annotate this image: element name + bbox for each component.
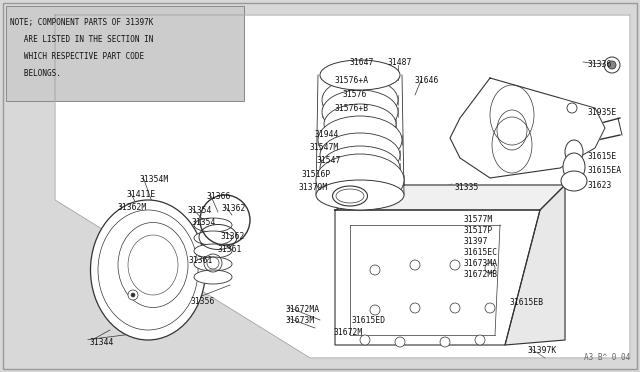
Circle shape bbox=[131, 293, 135, 297]
Text: 31366: 31366 bbox=[207, 192, 232, 201]
Text: 31487: 31487 bbox=[388, 58, 412, 67]
Text: 31354M: 31354M bbox=[140, 175, 169, 184]
FancyBboxPatch shape bbox=[6, 6, 244, 101]
Circle shape bbox=[370, 265, 380, 275]
Text: 31576: 31576 bbox=[343, 90, 367, 99]
Text: 31944: 31944 bbox=[315, 130, 339, 139]
Circle shape bbox=[450, 260, 460, 270]
Circle shape bbox=[440, 337, 450, 347]
Text: 31577M: 31577M bbox=[464, 215, 493, 224]
Text: 31344: 31344 bbox=[90, 338, 115, 347]
Text: 31615EB: 31615EB bbox=[510, 298, 544, 307]
Ellipse shape bbox=[320, 146, 400, 190]
Circle shape bbox=[450, 303, 460, 313]
Ellipse shape bbox=[318, 116, 402, 164]
Circle shape bbox=[360, 335, 370, 345]
Text: 31335: 31335 bbox=[455, 183, 479, 192]
Circle shape bbox=[370, 305, 380, 315]
Ellipse shape bbox=[194, 244, 232, 258]
Text: 31547: 31547 bbox=[317, 156, 341, 165]
Text: 31673MA: 31673MA bbox=[464, 259, 498, 268]
Text: A3 B^ 0 04: A3 B^ 0 04 bbox=[584, 353, 630, 362]
Ellipse shape bbox=[194, 257, 232, 271]
Text: 31517P: 31517P bbox=[464, 226, 493, 235]
Text: 31935E: 31935E bbox=[588, 108, 617, 117]
Circle shape bbox=[410, 303, 420, 313]
Text: 31672M: 31672M bbox=[334, 328, 364, 337]
Ellipse shape bbox=[320, 60, 400, 90]
Text: 31361: 31361 bbox=[218, 245, 243, 254]
Text: 31576+A: 31576+A bbox=[335, 76, 369, 85]
Text: 31672MA: 31672MA bbox=[286, 305, 320, 314]
Text: 31576+B: 31576+B bbox=[335, 104, 369, 113]
Polygon shape bbox=[335, 210, 540, 345]
Text: 31362: 31362 bbox=[221, 232, 245, 241]
Circle shape bbox=[395, 337, 405, 347]
Ellipse shape bbox=[561, 171, 587, 191]
Text: NOTE; COMPONENT PARTS OF 31397K: NOTE; COMPONENT PARTS OF 31397K bbox=[10, 18, 154, 27]
Ellipse shape bbox=[565, 140, 583, 164]
Text: 31361: 31361 bbox=[189, 256, 213, 265]
Text: 31362: 31362 bbox=[222, 204, 246, 213]
Text: BELONGS.: BELONGS. bbox=[10, 69, 61, 78]
Ellipse shape bbox=[194, 231, 232, 245]
Polygon shape bbox=[335, 185, 565, 210]
Text: 31672MB: 31672MB bbox=[464, 270, 498, 279]
Ellipse shape bbox=[194, 270, 232, 284]
Text: 31379M: 31379M bbox=[299, 183, 328, 192]
Circle shape bbox=[485, 263, 495, 273]
Polygon shape bbox=[505, 185, 565, 345]
Ellipse shape bbox=[316, 154, 404, 206]
Text: 31647: 31647 bbox=[350, 58, 374, 67]
Circle shape bbox=[475, 335, 485, 345]
Ellipse shape bbox=[322, 90, 398, 134]
Ellipse shape bbox=[563, 153, 585, 181]
Circle shape bbox=[567, 103, 577, 113]
Text: 31547M: 31547M bbox=[310, 143, 339, 152]
Ellipse shape bbox=[316, 180, 404, 210]
Ellipse shape bbox=[98, 210, 198, 330]
Polygon shape bbox=[450, 78, 580, 178]
Text: 31397: 31397 bbox=[464, 237, 488, 246]
Circle shape bbox=[604, 57, 620, 73]
Ellipse shape bbox=[320, 133, 400, 177]
Circle shape bbox=[485, 303, 495, 313]
Text: 31615E: 31615E bbox=[588, 152, 617, 161]
Text: 31336: 31336 bbox=[588, 60, 612, 69]
Text: 31615EC: 31615EC bbox=[464, 248, 498, 257]
Text: 31356: 31356 bbox=[191, 297, 216, 306]
Text: 31615ED: 31615ED bbox=[352, 316, 386, 325]
Text: ARE LISTED IN THE SECTION IN: ARE LISTED IN THE SECTION IN bbox=[10, 35, 154, 44]
Text: 31354: 31354 bbox=[192, 218, 216, 227]
Text: 31516P: 31516P bbox=[302, 170, 332, 179]
Text: 31673M: 31673M bbox=[286, 316, 316, 325]
Ellipse shape bbox=[336, 189, 364, 203]
Text: 31646: 31646 bbox=[415, 76, 440, 85]
Text: 31362M: 31362M bbox=[118, 203, 147, 212]
Text: 31354: 31354 bbox=[188, 206, 212, 215]
Text: 31615EA: 31615EA bbox=[588, 166, 622, 175]
Ellipse shape bbox=[333, 186, 367, 206]
Ellipse shape bbox=[322, 78, 398, 122]
Circle shape bbox=[128, 290, 138, 300]
Text: 31411E: 31411E bbox=[127, 190, 156, 199]
Polygon shape bbox=[560, 98, 605, 168]
Ellipse shape bbox=[194, 218, 232, 232]
Ellipse shape bbox=[324, 104, 396, 144]
Circle shape bbox=[410, 260, 420, 270]
Text: 31623: 31623 bbox=[588, 181, 612, 190]
Circle shape bbox=[608, 61, 616, 69]
Ellipse shape bbox=[90, 200, 205, 340]
Polygon shape bbox=[55, 15, 630, 358]
Text: WHICH RESPECTIVE PART CODE: WHICH RESPECTIVE PART CODE bbox=[10, 52, 144, 61]
Text: 31397K: 31397K bbox=[528, 346, 557, 355]
